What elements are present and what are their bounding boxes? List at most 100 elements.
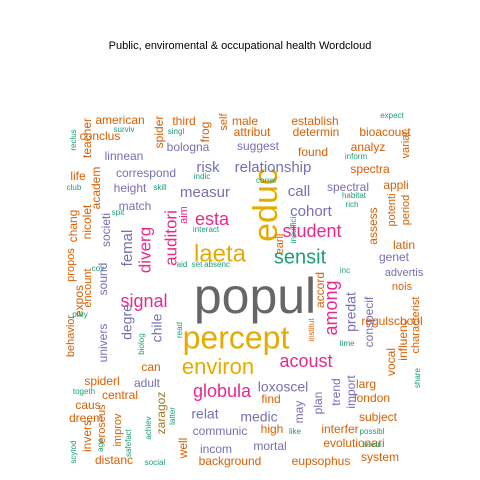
word-earli: earli bbox=[274, 234, 286, 255]
word-latter: latter bbox=[168, 407, 177, 425]
word-high: high bbox=[261, 422, 284, 436]
word-safefact: safefact bbox=[124, 428, 133, 457]
word-analyz: analyz bbox=[351, 140, 386, 154]
word-percept: percept bbox=[183, 319, 290, 355]
word-larg: larg bbox=[356, 377, 376, 391]
word-conspecif: conspecif bbox=[362, 296, 376, 347]
word-eroseus: eroseus bbox=[96, 404, 108, 444]
word-attribut: attribut bbox=[234, 125, 271, 139]
word-zaragoz: zaragoz bbox=[154, 392, 168, 435]
word-student: student bbox=[282, 221, 341, 241]
word-relationship: relationship bbox=[235, 159, 312, 176]
word-aim: aim bbox=[178, 206, 190, 224]
word-correspond: correspond bbox=[116, 166, 176, 180]
word-incom: incom bbox=[200, 442, 232, 456]
word-educ: educ bbox=[247, 168, 285, 242]
word-scytod: scytod bbox=[69, 440, 78, 463]
word-acoust: acoust bbox=[279, 351, 332, 371]
word-univers: univers bbox=[96, 324, 110, 363]
word-influenc: influenc bbox=[396, 319, 410, 360]
word-call: call bbox=[288, 183, 311, 200]
word-establish: establish bbox=[291, 114, 338, 128]
word-skill: skill bbox=[153, 183, 167, 192]
word-risk: risk bbox=[196, 159, 220, 176]
word-read: read bbox=[175, 322, 184, 338]
word-achiev: achiev bbox=[144, 416, 153, 439]
word-possibl: possibl bbox=[360, 427, 385, 436]
word-chile: chile bbox=[149, 313, 165, 342]
word-spit: spit bbox=[112, 208, 125, 217]
word-dreem: dreem bbox=[69, 411, 103, 425]
word-plan: plan bbox=[311, 392, 325, 415]
word-london: london bbox=[354, 391, 390, 405]
word-correl: correl bbox=[256, 176, 276, 185]
word-institut: institut bbox=[307, 318, 316, 342]
word-club: club bbox=[67, 183, 82, 192]
word-characterist: characterist bbox=[410, 297, 422, 354]
word-can: can bbox=[141, 360, 160, 374]
word-set: set bbox=[192, 260, 203, 269]
word-teacher: teacher bbox=[80, 118, 94, 158]
word-cohort: cohort bbox=[290, 203, 333, 220]
word-expos: expos bbox=[72, 285, 86, 317]
word-linnean: linnean bbox=[105, 149, 144, 163]
word-find: find bbox=[261, 392, 280, 406]
word-spider: spider bbox=[152, 116, 166, 149]
word-spectra: spectra bbox=[350, 162, 390, 176]
word-seem: seem bbox=[362, 440, 382, 449]
word-advertis: advertis bbox=[385, 267, 424, 279]
word-relat: relat bbox=[191, 406, 218, 422]
word-mortal: mortal bbox=[253, 439, 286, 453]
word-background: background bbox=[199, 454, 262, 468]
word-determin: determin bbox=[293, 125, 340, 139]
word-accord: accord bbox=[313, 272, 327, 308]
word-bologna: bologna bbox=[167, 140, 210, 154]
word-nicolet: nicolet bbox=[80, 204, 94, 239]
word-life: life bbox=[70, 169, 86, 183]
word-suggest: suggest bbox=[237, 139, 280, 153]
word-self: self bbox=[218, 113, 230, 131]
word-time: time bbox=[339, 339, 355, 348]
word-well: well bbox=[176, 438, 190, 460]
word-predat: predat bbox=[343, 292, 359, 332]
word-found: found bbox=[298, 145, 328, 159]
word-auditori: auditori bbox=[161, 210, 180, 266]
word-insuffici: insuffici bbox=[289, 217, 298, 244]
word-bioacoust: bioacoust bbox=[359, 125, 411, 139]
word-latin: latin bbox=[393, 238, 415, 252]
word-adult: adult bbox=[134, 376, 161, 390]
word-interfer: interfer bbox=[321, 422, 358, 436]
word-variat: variat bbox=[400, 132, 412, 159]
word-genet: genet bbox=[379, 250, 410, 264]
word-diverg: diverg bbox=[135, 227, 154, 273]
word-nois: nois bbox=[392, 281, 413, 293]
word-frog: frog bbox=[198, 122, 212, 143]
word-assess: assess bbox=[366, 207, 380, 244]
word-communic: communic bbox=[193, 424, 248, 438]
word-reclus: reclus bbox=[69, 129, 78, 150]
word-singl: singl bbox=[168, 127, 185, 136]
word-match: match bbox=[119, 199, 152, 213]
word-degre: degre bbox=[119, 304, 135, 340]
word-among: among bbox=[321, 280, 341, 335]
word-evolutionari: evolutionari bbox=[323, 436, 384, 450]
word-american: american bbox=[95, 113, 144, 127]
word-femal: femal bbox=[119, 230, 136, 267]
word-third: third bbox=[172, 114, 195, 128]
word-share: share bbox=[413, 367, 422, 388]
word-height: height bbox=[114, 181, 147, 195]
chart-title: Public, enviromental & occupational heal… bbox=[108, 40, 372, 52]
word-loxoscel: loxoscel bbox=[258, 379, 309, 395]
word-central: central bbox=[102, 388, 138, 402]
word-subject: subject bbox=[359, 410, 398, 424]
word-conclus: conclus bbox=[80, 129, 121, 143]
word-signal: signal bbox=[120, 291, 167, 311]
word-age: age bbox=[96, 438, 105, 452]
word-spectral: spectral bbox=[327, 180, 369, 194]
word-invers: invers bbox=[80, 420, 94, 452]
word-medic: medic bbox=[240, 409, 277, 425]
word-biolog: biolog bbox=[137, 333, 146, 354]
word-may: may bbox=[292, 401, 306, 424]
word-societi: societi bbox=[99, 213, 113, 247]
word-popul: popul bbox=[194, 268, 316, 324]
